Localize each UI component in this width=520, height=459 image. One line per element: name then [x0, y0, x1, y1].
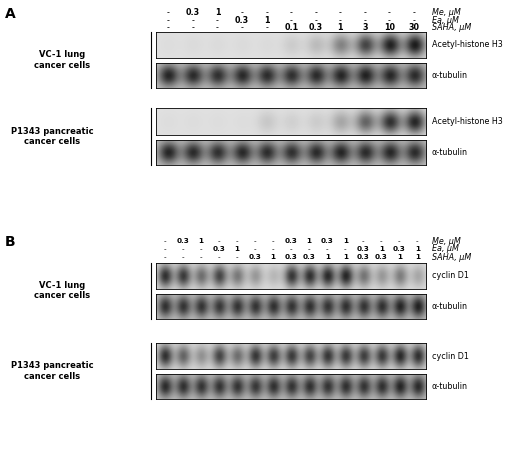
Text: 1: 1 — [379, 246, 384, 252]
Text: -: - — [200, 246, 202, 252]
Text: -: - — [254, 238, 256, 245]
Text: 1: 1 — [271, 254, 276, 260]
Text: -: - — [388, 8, 391, 17]
Text: -: - — [216, 16, 219, 25]
Text: -: - — [265, 8, 268, 17]
Text: P1343 pancreatic
cancer cells: P1343 pancreatic cancer cells — [11, 361, 93, 381]
Text: 1: 1 — [415, 254, 420, 260]
Text: 1: 1 — [235, 246, 240, 252]
Text: 1: 1 — [325, 254, 330, 260]
Text: -: - — [363, 8, 367, 17]
Text: -: - — [265, 23, 268, 32]
Text: α-tubulin: α-tubulin — [432, 302, 467, 311]
Text: 0.3: 0.3 — [303, 254, 316, 260]
Text: 0.3: 0.3 — [285, 238, 297, 245]
Text: Me, μM: Me, μM — [432, 237, 460, 246]
Text: -: - — [413, 16, 415, 25]
Text: -: - — [216, 23, 219, 32]
Text: -: - — [241, 23, 243, 32]
Text: cyclin D1: cyclin D1 — [432, 352, 469, 361]
Text: 0.3: 0.3 — [177, 238, 189, 245]
Text: -: - — [272, 246, 275, 252]
Text: -: - — [164, 246, 166, 252]
Text: 0.3: 0.3 — [357, 246, 370, 252]
Text: 0.3: 0.3 — [235, 16, 249, 25]
Text: -: - — [164, 238, 166, 245]
Text: 1: 1 — [397, 254, 402, 260]
Text: Ea, μM: Ea, μM — [432, 16, 459, 25]
Text: 0.3: 0.3 — [375, 254, 388, 260]
Text: 0.3: 0.3 — [186, 8, 200, 17]
Text: 1: 1 — [337, 23, 343, 32]
Text: VC-1 lung
cancer cells: VC-1 lung cancer cells — [34, 50, 90, 70]
Text: -: - — [380, 238, 383, 245]
Text: Ea, μM: Ea, μM — [432, 244, 459, 253]
Text: α-tubulin: α-tubulin — [432, 71, 467, 80]
Text: -: - — [164, 254, 166, 260]
Text: A: A — [5, 7, 16, 21]
Text: α-tubulin: α-tubulin — [432, 148, 467, 157]
Text: -: - — [241, 8, 243, 17]
Text: -: - — [290, 246, 293, 252]
Text: -: - — [181, 246, 185, 252]
Text: -: - — [339, 8, 342, 17]
Text: 1: 1 — [215, 8, 220, 17]
Text: 0.3: 0.3 — [393, 246, 406, 252]
Text: -: - — [167, 8, 170, 17]
Text: -: - — [413, 8, 415, 17]
Text: -: - — [191, 23, 194, 32]
Text: 1: 1 — [343, 238, 348, 245]
Text: 1: 1 — [199, 238, 203, 245]
Text: -: - — [344, 246, 347, 252]
Text: -: - — [416, 238, 419, 245]
Text: -: - — [363, 16, 367, 25]
Text: SAHA, μM: SAHA, μM — [432, 23, 471, 32]
Text: SAHA, μM: SAHA, μM — [432, 252, 471, 262]
Text: -: - — [167, 16, 170, 25]
Text: -: - — [191, 16, 194, 25]
Text: -: - — [315, 16, 317, 25]
Text: 0.3: 0.3 — [213, 246, 226, 252]
Text: VC-1 lung
cancer cells: VC-1 lung cancer cells — [34, 281, 90, 301]
Text: -: - — [236, 254, 239, 260]
Text: -: - — [218, 238, 220, 245]
Text: 1: 1 — [307, 238, 311, 245]
Text: 10: 10 — [384, 23, 395, 32]
Text: 1: 1 — [343, 254, 348, 260]
Text: -: - — [272, 238, 275, 245]
Text: -: - — [200, 254, 202, 260]
Text: -: - — [254, 246, 256, 252]
Text: -: - — [290, 8, 293, 17]
Text: -: - — [181, 254, 185, 260]
Text: -: - — [362, 238, 365, 245]
Text: B: B — [5, 235, 16, 249]
Text: 3: 3 — [362, 23, 368, 32]
Text: -: - — [339, 16, 342, 25]
Text: 0.3: 0.3 — [285, 254, 297, 260]
Text: Acetyl-histone H3: Acetyl-histone H3 — [432, 117, 502, 126]
Text: -: - — [388, 16, 391, 25]
Text: Me, μM: Me, μM — [432, 8, 460, 17]
Text: -: - — [290, 16, 293, 25]
Text: -: - — [326, 246, 329, 252]
Text: 0.3: 0.3 — [321, 238, 334, 245]
Text: -: - — [398, 238, 401, 245]
Text: 0.3: 0.3 — [357, 254, 370, 260]
Text: 0.3: 0.3 — [309, 23, 323, 32]
Text: -: - — [308, 246, 310, 252]
Text: -: - — [315, 8, 317, 17]
Text: 1: 1 — [264, 16, 269, 25]
Text: 1: 1 — [415, 246, 420, 252]
Text: -: - — [218, 254, 220, 260]
Text: Acetyl-histone H3: Acetyl-histone H3 — [432, 40, 502, 50]
Text: P1343 pancreatic
cancer cells: P1343 pancreatic cancer cells — [11, 127, 93, 146]
Text: -: - — [236, 238, 239, 245]
Text: cyclin D1: cyclin D1 — [432, 271, 469, 280]
Text: -: - — [167, 23, 170, 32]
Text: 0.3: 0.3 — [249, 254, 262, 260]
Text: 0.1: 0.1 — [284, 23, 298, 32]
Text: 30: 30 — [409, 23, 420, 32]
Text: α-tubulin: α-tubulin — [432, 382, 467, 391]
